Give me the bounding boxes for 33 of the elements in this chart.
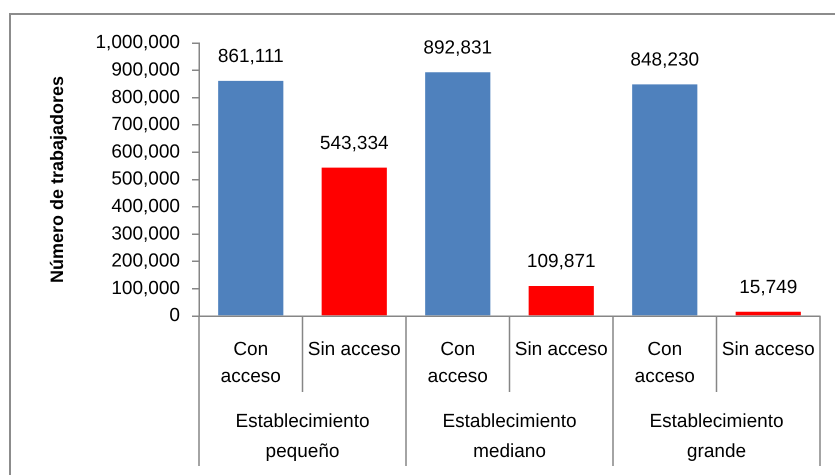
bar (218, 80, 284, 316)
y-tick-label: 200,000 (111, 250, 180, 272)
x-tick-label: Sin acceso (722, 339, 815, 360)
bar (528, 286, 594, 316)
bar (736, 312, 801, 316)
data-label: 861,111 (218, 46, 284, 68)
bar (632, 84, 698, 316)
x-tick-label: Con acceso (428, 339, 488, 388)
x-tick-label: Sin acceso (308, 339, 401, 360)
bar (425, 72, 490, 316)
y-tick-label: 100,000 (111, 278, 180, 299)
text: Establecimiento grande (649, 411, 784, 462)
x-tick-label: Sin acceso (514, 339, 608, 360)
y-tick-label: 0 (169, 305, 180, 326)
x-tick-label: Con acceso (634, 339, 695, 388)
y-tick-label: 300,000 (111, 223, 180, 244)
data-label: 109,871 (526, 251, 596, 272)
y-tick-label: 400,000 (111, 196, 180, 218)
y-tick-label: 800,000 (111, 86, 180, 108)
y-tick-label: 900,000 (111, 60, 180, 81)
y-tick-label: 600,000 (111, 141, 180, 162)
data-label: 543,334 (320, 132, 390, 154)
y-tick-label: 700,000 (111, 114, 180, 136)
x-tick-label: Con acceso (220, 339, 281, 388)
text: Establecimiento pequeño (235, 411, 370, 462)
y-tick-label: 1,000,000 (95, 32, 180, 54)
y-tick-label: 500,000 (111, 168, 180, 190)
data-label: 848,230 (630, 50, 700, 71)
bar (322, 168, 387, 316)
text: Establecimiento mediano (442, 411, 577, 462)
data-label: 892,831 (423, 37, 492, 58)
data-label: 15,749 (739, 276, 798, 298)
y-axis-title: Número de trabajadores (46, 76, 67, 284)
